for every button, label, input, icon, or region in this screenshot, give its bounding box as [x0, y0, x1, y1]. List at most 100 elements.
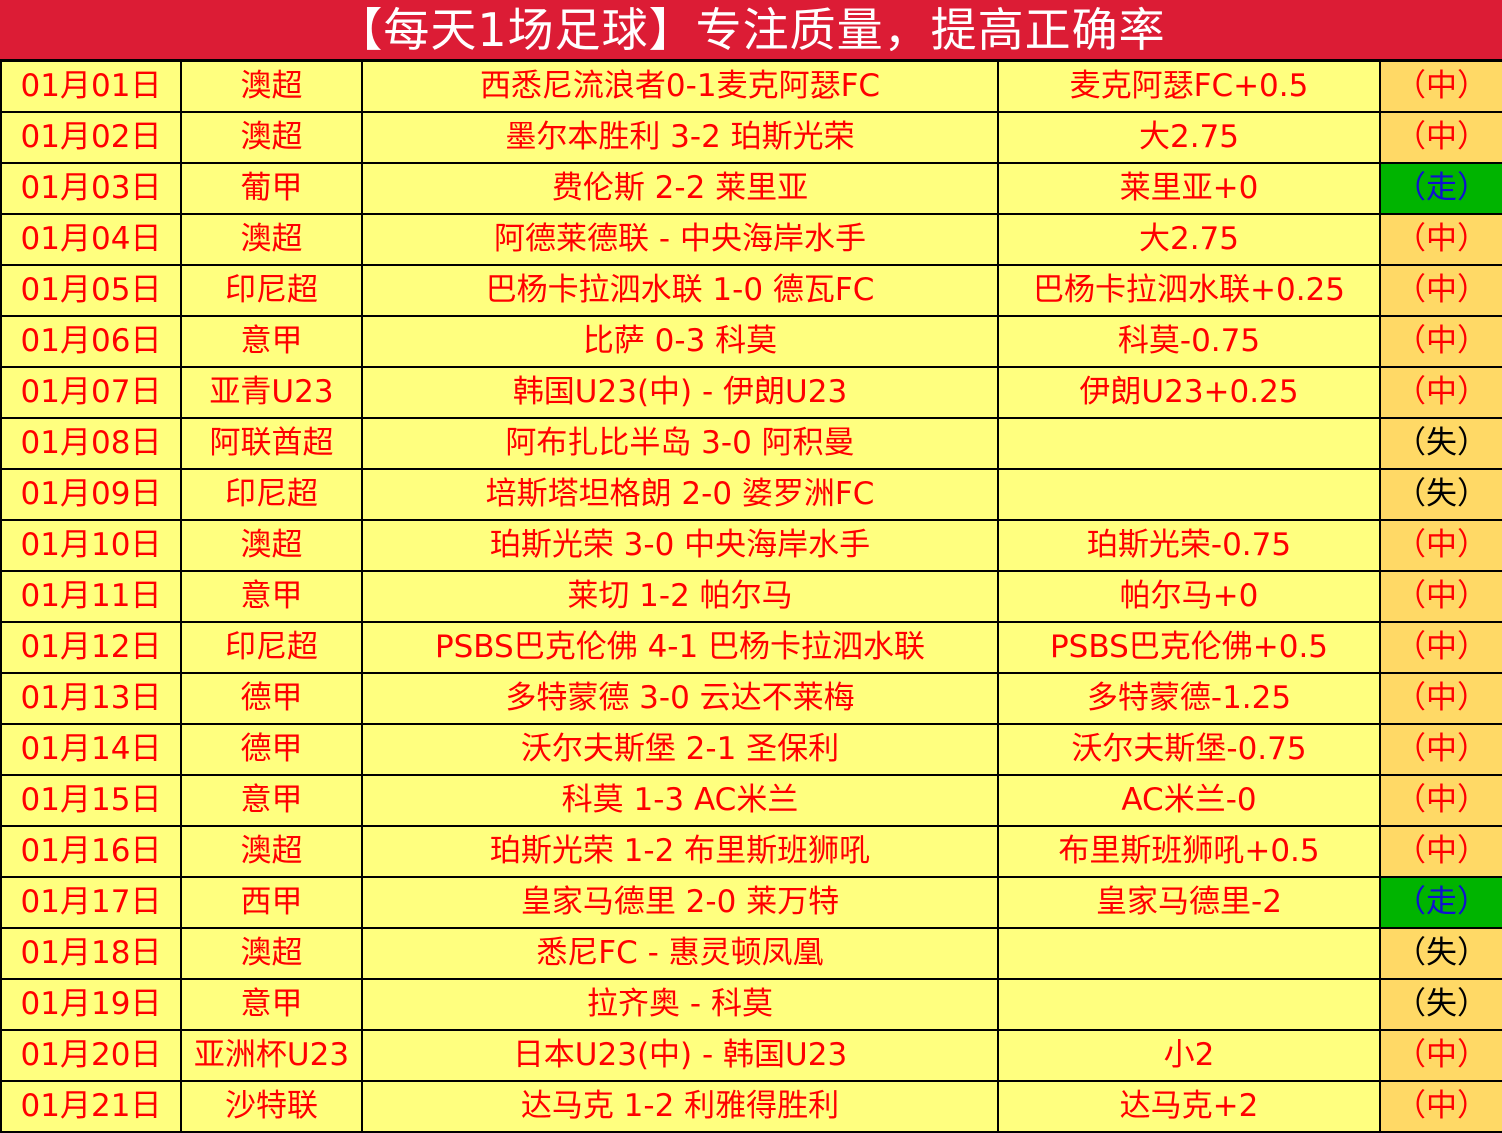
date-cell: 01月10日 — [0, 519, 182, 572]
pick-cell: 巴杨卡拉泗水联+0.25 — [997, 264, 1381, 317]
date-cell: 01月20日 — [0, 1029, 182, 1082]
pick-cell — [997, 468, 1381, 521]
match-cell: 皇家马德里 2-0 莱万特 — [361, 876, 999, 929]
date-cell: 01月06日 — [0, 315, 182, 368]
result-cell: （中） — [1379, 774, 1502, 827]
result-cell: （中） — [1379, 825, 1502, 878]
date-cell: 01月17日 — [0, 876, 182, 929]
match-cell: 莱切 1-2 帕尔马 — [361, 570, 999, 623]
pick-cell: 沃尔夫斯堡-0.75 — [997, 723, 1381, 776]
result-cell: （失） — [1379, 927, 1502, 980]
pick-cell: 皇家马德里-2 — [997, 876, 1381, 929]
league-cell: 澳超 — [180, 519, 363, 572]
table-row: 01月16日 澳超 珀斯光荣 1-2 布里斯班狮吼 布里斯班狮吼+0.5 （中） — [0, 825, 1502, 878]
match-cell: 珀斯光荣 3-0 中央海岸水手 — [361, 519, 999, 572]
table-row: 01月07日 亚青U23 韩国U23(中) - 伊朗U23 伊朗U23+0.25 （中） — [0, 366, 1502, 419]
date-cell: 01月19日 — [0, 978, 182, 1031]
pick-cell: 珀斯光荣-0.75 — [997, 519, 1381, 572]
pick-cell: 大2.75 — [997, 213, 1381, 266]
result-cell: （中） — [1379, 315, 1502, 368]
date-cell: 01月08日 — [0, 417, 182, 470]
pick-cell — [997, 417, 1381, 470]
date-cell: 01月15日 — [0, 774, 182, 827]
match-cell: 珀斯光荣 1-2 布里斯班狮吼 — [361, 825, 999, 878]
result-cell: （中） — [1379, 1029, 1502, 1082]
date-cell: 01月04日 — [0, 213, 182, 266]
date-cell: 01月21日 — [0, 1080, 182, 1133]
result-cell: （失） — [1379, 978, 1502, 1031]
result-cell: （中） — [1379, 366, 1502, 419]
pick-cell: 多特蒙德-1.25 — [997, 672, 1381, 725]
league-cell: 澳超 — [180, 927, 363, 980]
date-cell: 01月11日 — [0, 570, 182, 623]
result-cell: （失） — [1379, 417, 1502, 470]
table-row: 01月12日 印尼超 PSBS巴克伦佛 4-1 巴杨卡拉泗水联 PSBS巴克伦佛+0.… — [0, 621, 1502, 674]
table-row: 01月01日 澳超 西悉尼流浪者0-1麦克阿瑟FC 麦克阿瑟FC+0.5 （中） — [0, 60, 1502, 113]
league-cell: 德甲 — [180, 672, 363, 725]
match-cell: 费伦斯 2-2 莱里亚 — [361, 162, 999, 215]
match-cell: 日本U23(中) - 韩国U23 — [361, 1029, 999, 1082]
league-cell: 意甲 — [180, 978, 363, 1031]
match-cell: 沃尔夫斯堡 2-1 圣保利 — [361, 723, 999, 776]
pick-cell: 大2.75 — [997, 111, 1381, 164]
league-cell: 印尼超 — [180, 468, 363, 521]
table-row: 01月20日 亚洲杯U23 日本U23(中) - 韩国U23 小2 （中） — [0, 1029, 1502, 1082]
pick-cell: 麦克阿瑟FC+0.5 — [997, 60, 1381, 113]
match-cell: 阿布扎比半岛 3-0 阿积曼 — [361, 417, 999, 470]
date-cell: 01月18日 — [0, 927, 182, 980]
match-cell: 比萨 0-3 科莫 — [361, 315, 999, 368]
result-cell: （中） — [1379, 264, 1502, 317]
match-cell: 墨尔本胜利 3-2 珀斯光荣 — [361, 111, 999, 164]
table-row: 01月18日 澳超 悉尼FC - 惠灵顿凤凰 （失） — [0, 927, 1502, 980]
table-row: 01月10日 澳超 珀斯光荣 3-0 中央海岸水手 珀斯光荣-0.75 （中） — [0, 519, 1502, 572]
result-cell: （中） — [1379, 213, 1502, 266]
league-cell: 德甲 — [180, 723, 363, 776]
result-cell: （走） — [1379, 876, 1502, 929]
league-cell: 澳超 — [180, 60, 363, 113]
league-cell: 意甲 — [180, 774, 363, 827]
match-cell: PSBS巴克伦佛 4-1 巴杨卡拉泗水联 — [361, 621, 999, 674]
league-cell: 意甲 — [180, 315, 363, 368]
date-cell: 01月05日 — [0, 264, 182, 317]
match-cell: 多特蒙德 3-0 云达不莱梅 — [361, 672, 999, 725]
table-row: 01月06日 意甲 比萨 0-3 科莫 科莫-0.75 （中） — [0, 315, 1502, 368]
match-cell: 西悉尼流浪者0-1麦克阿瑟FC — [361, 60, 999, 113]
pick-cell: 伊朗U23+0.25 — [997, 366, 1381, 419]
table-row: 01月05日 印尼超 巴杨卡拉泗水联 1-0 德瓦FC 巴杨卡拉泗水联+0.25 （中） — [0, 264, 1502, 317]
league-cell: 亚洲杯U23 — [180, 1029, 363, 1082]
league-cell: 澳超 — [180, 111, 363, 164]
match-cell: 阿德莱德联 - 中央海岸水手 — [361, 213, 999, 266]
table-row: 01月21日 沙特联 达马克 1-2 利雅得胜利 达马克+2 （中） — [0, 1080, 1502, 1133]
date-cell: 01月09日 — [0, 468, 182, 521]
date-cell: 01月02日 — [0, 111, 182, 164]
picks-table: 01月01日 澳超 西悉尼流浪者0-1麦克阿瑟FC 麦克阿瑟FC+0.5 （中） 01月0… — [0, 60, 1502, 1133]
date-cell: 01月12日 — [0, 621, 182, 674]
match-cell: 巴杨卡拉泗水联 1-0 德瓦FC — [361, 264, 999, 317]
league-cell: 印尼超 — [180, 264, 363, 317]
result-cell: （中） — [1379, 60, 1502, 113]
table-row: 01月11日 意甲 莱切 1-2 帕尔马 帕尔马+0 （中） — [0, 570, 1502, 623]
pick-cell: 莱里亚+0 — [997, 162, 1381, 215]
league-cell: 亚青U23 — [180, 366, 363, 419]
table-row: 01月09日 印尼超 培斯塔坦格朗 2-0 婆罗洲FC （失） — [0, 468, 1502, 521]
date-cell: 01月13日 — [0, 672, 182, 725]
pick-cell: 达马克+2 — [997, 1080, 1381, 1133]
table-row: 01月13日 德甲 多特蒙德 3-0 云达不莱梅 多特蒙德-1.25 （中） — [0, 672, 1502, 725]
pick-cell — [997, 978, 1381, 1031]
league-cell: 澳超 — [180, 825, 363, 878]
league-cell: 印尼超 — [180, 621, 363, 674]
date-cell: 01月14日 — [0, 723, 182, 776]
result-cell: （走） — [1379, 162, 1502, 215]
result-cell: （中） — [1379, 519, 1502, 572]
table-row: 01月08日 阿联酋超 阿布扎比半岛 3-0 阿积曼 （失） — [0, 417, 1502, 470]
league-cell: 沙特联 — [180, 1080, 363, 1133]
result-cell: （中） — [1379, 672, 1502, 725]
result-cell: （中） — [1379, 723, 1502, 776]
table-row: 01月02日 澳超 墨尔本胜利 3-2 珀斯光荣 大2.75 （中） — [0, 111, 1502, 164]
match-cell: 拉齐奥 - 科莫 — [361, 978, 999, 1031]
table-row: 01月14日 德甲 沃尔夫斯堡 2-1 圣保利 沃尔夫斯堡-0.75 （中） — [0, 723, 1502, 776]
pick-cell: 科莫-0.75 — [997, 315, 1381, 368]
pick-cell: 小2 — [997, 1029, 1381, 1082]
match-cell: 培斯塔坦格朗 2-0 婆罗洲FC — [361, 468, 999, 521]
match-cell: 韩国U23(中) - 伊朗U23 — [361, 366, 999, 419]
